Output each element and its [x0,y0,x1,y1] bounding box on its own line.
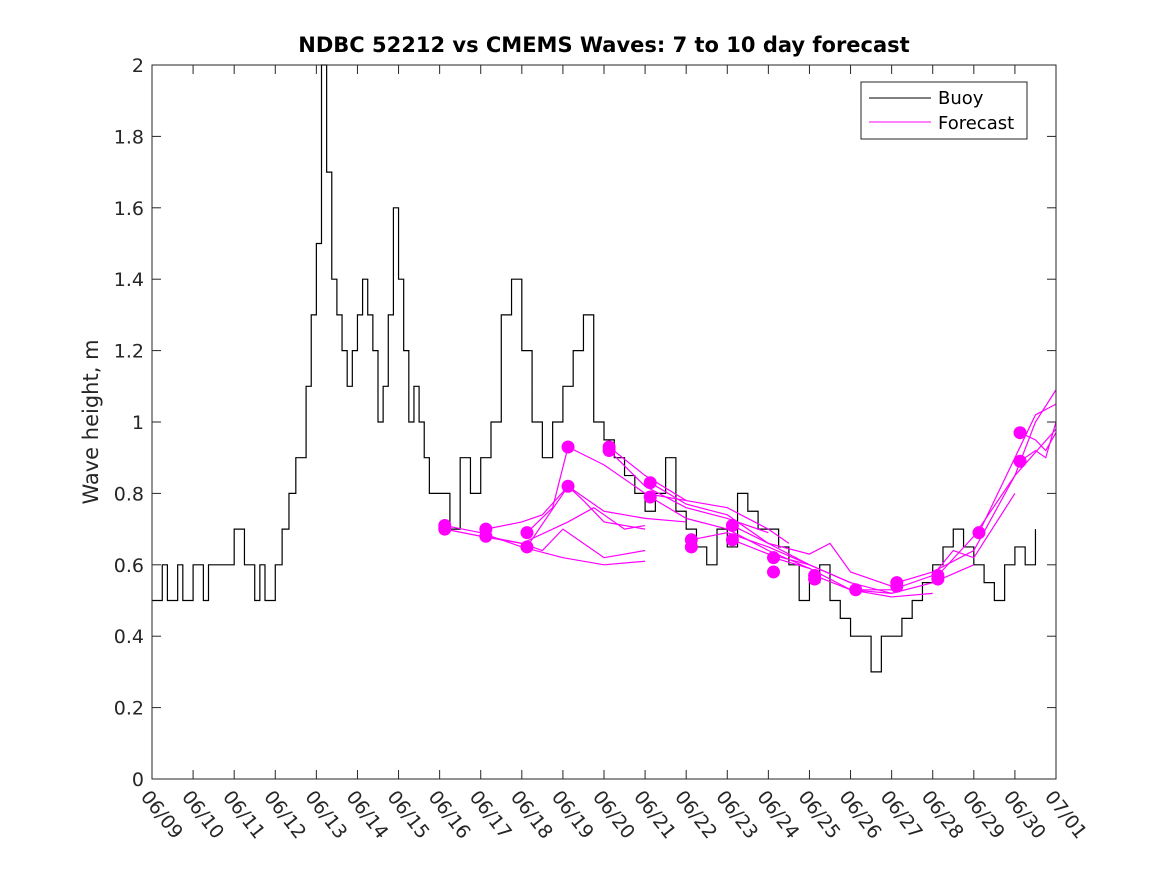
forecast-line [732,524,892,587]
legend-buoy-label: Buoy [938,88,984,109]
x-tick-label: 06/20 [588,787,639,844]
forecast-start-marker [725,519,739,533]
forecast-line [444,524,646,566]
forecast-start-marker [849,583,863,597]
x-tick-label: 06/09 [136,787,187,844]
forecast-line [526,485,687,548]
forecast-start-marker [931,572,945,586]
forecast-start-marker [602,444,616,458]
forecast-start-marker [684,540,698,554]
y-tick-label: 0.4 [114,626,144,648]
x-tick-label: 06/24 [752,787,803,844]
forecast-start-marker [561,479,575,493]
y-tick-label: 0.2 [114,698,144,720]
forecast-start-marker [808,572,822,586]
forecast-start-marker [767,565,780,579]
x-tick-label: 06/18 [506,787,557,844]
forecast-start-marker [520,540,534,554]
forecast-start-marker [520,526,534,540]
legend-forecast-label: Forecast [938,113,1014,134]
y-tick-label: 0.8 [114,483,144,505]
x-tick-label: 06/11 [218,787,269,844]
chart-title: NDBC 52212 vs CMEMS Waves: 7 to 10 day f… [298,33,909,57]
x-tick-label: 06/21 [629,787,680,844]
y-tick-label: 1.8 [114,126,144,148]
forecast-start-marker [972,526,986,540]
y-axis: 0 0.2 0.4 0.6 0.8 1 1.2 1.4 1.6 1.8 2 [114,55,1056,791]
x-tick-label: 06/16 [424,787,475,844]
forecast-start-marker [643,476,657,490]
forecast-line [896,428,1057,584]
x-tick-label: 06/22 [670,787,721,844]
forecast-line [649,482,810,566]
x-tick-label: 06/10 [177,787,228,844]
forecast-start-marker [725,533,739,547]
x-tick-label: 06/23 [711,787,762,844]
forecast-line [1019,421,1057,462]
buoy-series-layer [152,64,1037,673]
forecast-start-marker [767,551,780,565]
forecast-line [608,450,769,534]
x-tick-label: 06/28 [917,787,968,844]
y-tick-label: 1.2 [114,341,144,363]
y-tick-label: 0 [132,769,144,791]
y-tick-label: 2 [132,55,144,77]
forecast-start-markers [438,426,1027,597]
y-tick-label: 1.6 [114,198,144,220]
x-tick-label: 06/27 [876,787,927,844]
y-axis-label: Wave height, m [79,339,103,504]
y-tick-label: 0.6 [114,555,144,577]
x-tick-label: 06/13 [300,787,351,844]
x-tick-label: 07/01 [1040,787,1091,844]
x-tick-label: 06/19 [547,787,598,844]
y-tick-label: 1.4 [114,269,144,291]
x-tick-label: 06/26 [835,787,886,844]
buoy-line [152,64,1037,673]
forecast-start-marker [479,529,493,543]
x-tick-label: 06/25 [794,787,845,844]
forecast-start-marker [561,440,575,454]
y-tick-label: 1 [132,412,144,434]
forecast-start-marker [1013,426,1027,440]
legend-box [860,81,1028,140]
forecast-start-marker [438,522,452,536]
x-tick-label: 06/12 [259,787,310,844]
forecast-line [485,506,646,545]
forecast-start-marker [890,579,904,593]
forecast-line [732,539,892,594]
x-tick-label: 06/29 [958,787,1009,844]
x-tick-label: 06/30 [999,787,1050,844]
x-tick-label: 06/14 [342,787,393,844]
x-tick-label: 06/15 [383,787,434,844]
forecast-start-marker [643,490,657,504]
forecast-start-marker [1013,454,1027,468]
forecast-line [855,493,1016,591]
forecast-line [608,446,790,544]
forecast-line [814,564,975,594]
x-tick-label: 06/17 [465,787,516,844]
legend: Buoy Forecast [860,81,1028,140]
